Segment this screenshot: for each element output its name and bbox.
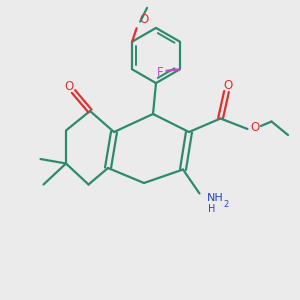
Text: O: O: [140, 13, 149, 26]
Text: F: F: [157, 66, 164, 79]
Text: H: H: [208, 204, 215, 214]
Text: O: O: [250, 121, 260, 134]
Text: O: O: [64, 80, 74, 94]
Text: O: O: [224, 79, 232, 92]
Text: NH: NH: [207, 193, 224, 203]
Text: 2: 2: [223, 200, 228, 209]
